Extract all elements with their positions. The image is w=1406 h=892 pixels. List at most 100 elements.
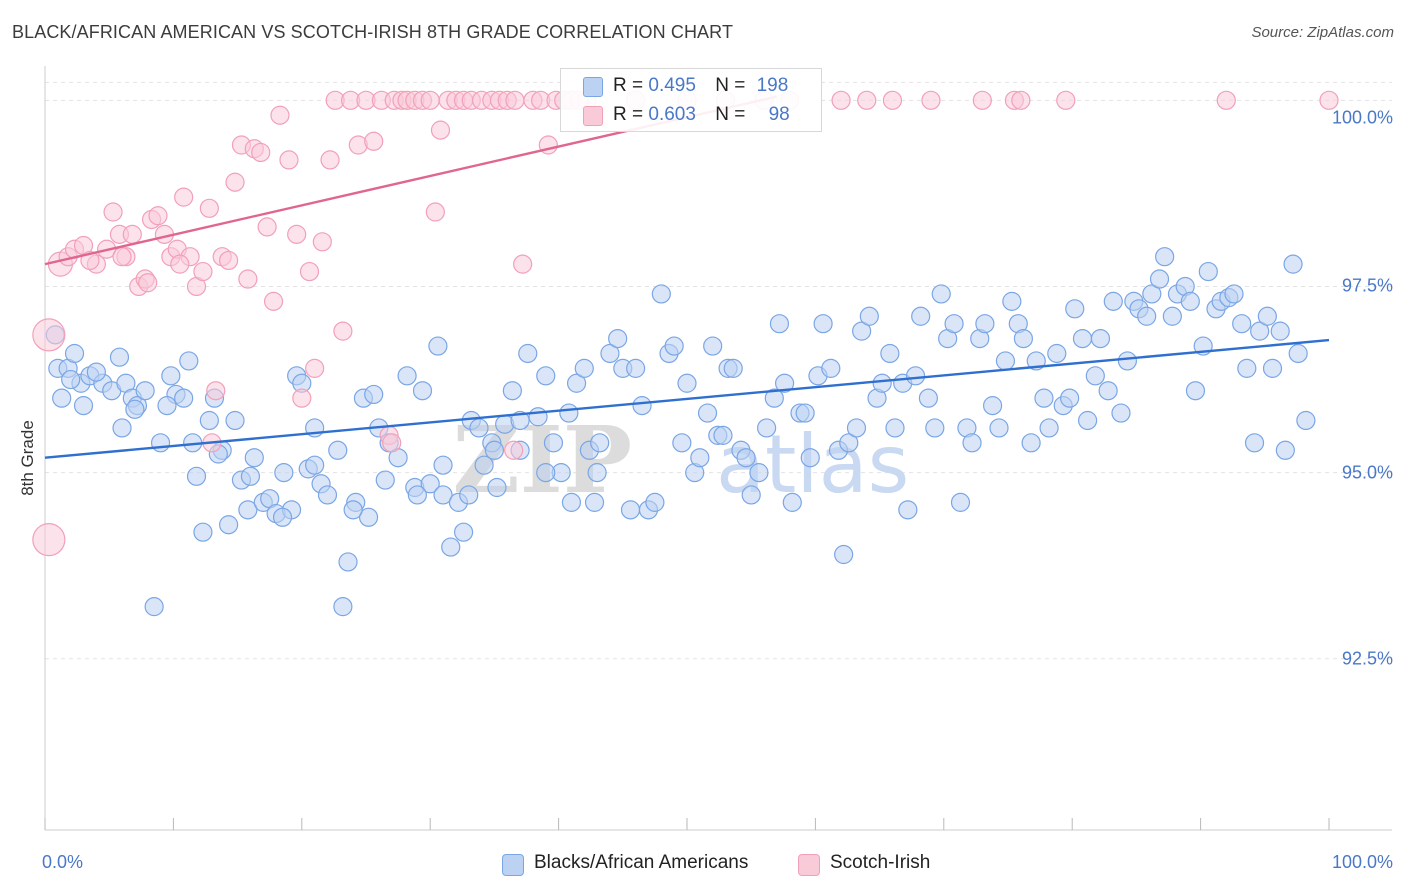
point-blue [358, 507, 379, 527]
point-blue [584, 492, 605, 512]
point-blue [677, 373, 697, 393]
point-pink [112, 247, 132, 267]
point-blue [995, 351, 1016, 371]
axes [44, 66, 1392, 831]
point-blue [52, 388, 72, 408]
point-blue [1111, 403, 1131, 423]
point-blue [338, 552, 358, 572]
point-blue [1039, 418, 1059, 438]
y-tick-label: 92.5% [1341, 648, 1393, 669]
point-blue [144, 597, 164, 617]
point-blue [518, 343, 538, 364]
point-blue [441, 537, 461, 557]
point-blue [528, 407, 548, 427]
point-blue [125, 399, 145, 419]
point-pink [122, 224, 142, 244]
point-blue [1090, 328, 1111, 349]
point-blue [161, 366, 181, 386]
trend-line-blue [44, 338, 1330, 459]
point-pink [292, 388, 312, 408]
stats-row-blue: R = 0.495 N = 198 [561, 71, 821, 101]
point-blue [412, 381, 433, 401]
legend-swatch-pink [798, 854, 820, 876]
stats-pink-text: R = 0.603 N = 98 [613, 104, 790, 126]
point-blue [1244, 433, 1265, 453]
point-pink [174, 187, 194, 207]
point-blue [982, 396, 1003, 416]
point-blue [238, 500, 258, 520]
point-blue [626, 358, 646, 378]
point-pink [32, 318, 66, 352]
point-blue [620, 500, 641, 520]
stats-pink-n-value: 98 [768, 104, 790, 125]
point-blue [950, 492, 971, 512]
point-blue [1185, 381, 1206, 401]
point-pink [430, 120, 451, 140]
point-blue [651, 284, 671, 304]
point-blue [574, 358, 594, 378]
point-blue [872, 373, 892, 393]
point-blue [397, 366, 417, 386]
point-blue [193, 522, 213, 542]
point-blue [364, 384, 384, 405]
point-blue [1180, 291, 1200, 311]
point-blue [989, 418, 1009, 438]
point-pink [312, 232, 332, 252]
point-blue [859, 306, 879, 326]
point-blue [1117, 351, 1138, 371]
point-blue [736, 448, 756, 468]
point-pink [299, 261, 320, 282]
point-blue [821, 358, 841, 378]
stats-blue-n-value: 198 [756, 75, 789, 96]
point-pink [420, 90, 440, 110]
point-blue [225, 410, 245, 431]
stats-blue-r-label: R = [613, 75, 644, 96]
point-blue [757, 418, 777, 438]
point-pink [513, 254, 533, 274]
point-blue [769, 314, 790, 334]
point-pink [425, 202, 445, 222]
point-blue [407, 485, 427, 505]
legend-label-blue: Blacks/African Americans [534, 852, 749, 873]
point-blue [1103, 291, 1123, 311]
point-blue [536, 463, 556, 483]
point-blue [931, 284, 951, 304]
stats-box: R = 0.495 N = 198 R = 0.603 N = 98 [560, 68, 822, 132]
stats-pink-r-value: 0.603 [648, 104, 696, 125]
point-blue [1257, 306, 1277, 326]
y-tick-label: 95.0% [1341, 462, 1393, 483]
point-blue [536, 366, 556, 386]
point-blue [852, 321, 872, 341]
point-blue [885, 418, 905, 438]
point-pink [251, 142, 271, 163]
x-tick-label: 100.0% [1331, 852, 1393, 872]
point-blue [1098, 381, 1118, 401]
point-blue [1224, 284, 1244, 304]
point-blue [510, 410, 530, 431]
point-pink [333, 321, 353, 341]
point-blue [925, 418, 945, 438]
point-blue [1013, 328, 1034, 349]
point-blue [774, 373, 795, 393]
point-blue [1283, 254, 1303, 274]
point-pink [882, 90, 903, 110]
point-pink [206, 381, 226, 401]
point-blue [1270, 321, 1290, 341]
point-blue [795, 403, 815, 423]
point-blue [433, 455, 453, 475]
point-blue [343, 500, 363, 520]
point-blue [73, 396, 94, 416]
point-blue [645, 492, 665, 512]
point-blue [1296, 410, 1316, 431]
point-blue [272, 507, 293, 527]
point-blue [632, 396, 652, 416]
point-blue [453, 522, 474, 542]
legend-swatch-blue [502, 854, 524, 876]
point-blue [1198, 261, 1218, 282]
stats-pink-r-label: R = [613, 104, 644, 125]
x-tick-label: 0.0% [42, 852, 84, 872]
point-blue [150, 433, 171, 453]
point-blue [905, 366, 926, 386]
point-pink [238, 269, 258, 289]
